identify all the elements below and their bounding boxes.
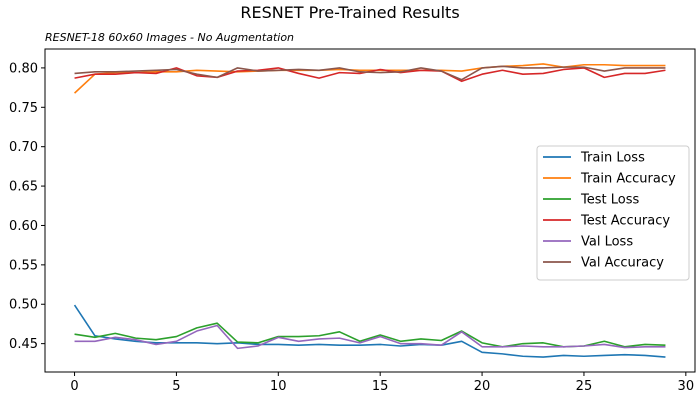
series-line-val-accuracy	[74, 65, 666, 81]
x-tick-label: 15	[372, 379, 389, 394]
chart-subtitle: RESNET-18 60x60 Images - No Augmentation	[45, 31, 294, 44]
x-tick-label: 0	[70, 379, 78, 394]
x-tick-label: 10	[270, 379, 287, 394]
y-tick-label: 0.45	[9, 337, 38, 352]
chart-title: RESNET Pre-Trained Results	[240, 3, 459, 22]
series-line-val-loss	[74, 324, 666, 350]
series-line-train-loss	[73, 304, 666, 358]
y-tick-label: 0.55	[9, 258, 38, 273]
y-tick-label: 0.80	[9, 61, 38, 76]
x-tick-label: 30	[678, 379, 695, 394]
legend: Train Loss Train Accuracy Test Loss Test Ac…	[536, 145, 690, 281]
x-tick-label: 20	[474, 379, 491, 394]
plot-frame	[44, 48, 696, 373]
legend-box	[536, 145, 690, 281]
axes-layer: 0 5 10 15 20 25 30 0.45 0.50 0.55 0.60 0.65 0.70 0.75…	[9, 48, 696, 394]
legend-label-test-accuracy: Test Accuracy	[580, 214, 670, 229]
legend-label-val-loss: Val Loss	[581, 235, 633, 250]
legend-label-val-accuracy: Val Accuracy	[581, 256, 664, 271]
y-tick-label: 0.70	[9, 140, 38, 155]
y-tick-label: 0.50	[9, 298, 38, 313]
y-tick-label: 0.60	[9, 219, 38, 234]
y-tick-label: 0.65	[9, 180, 38, 195]
legend-label-train-accuracy: Train Accuracy	[580, 172, 676, 187]
series-layer	[73, 63, 666, 358]
x-tick-label: 25	[576, 379, 593, 394]
legend-label-test-loss: Test Loss	[580, 193, 639, 208]
y-tick-label: 0.75	[9, 101, 38, 116]
x-tick-label: 5	[172, 379, 180, 394]
legend-label-train-loss: Train Loss	[580, 151, 645, 166]
